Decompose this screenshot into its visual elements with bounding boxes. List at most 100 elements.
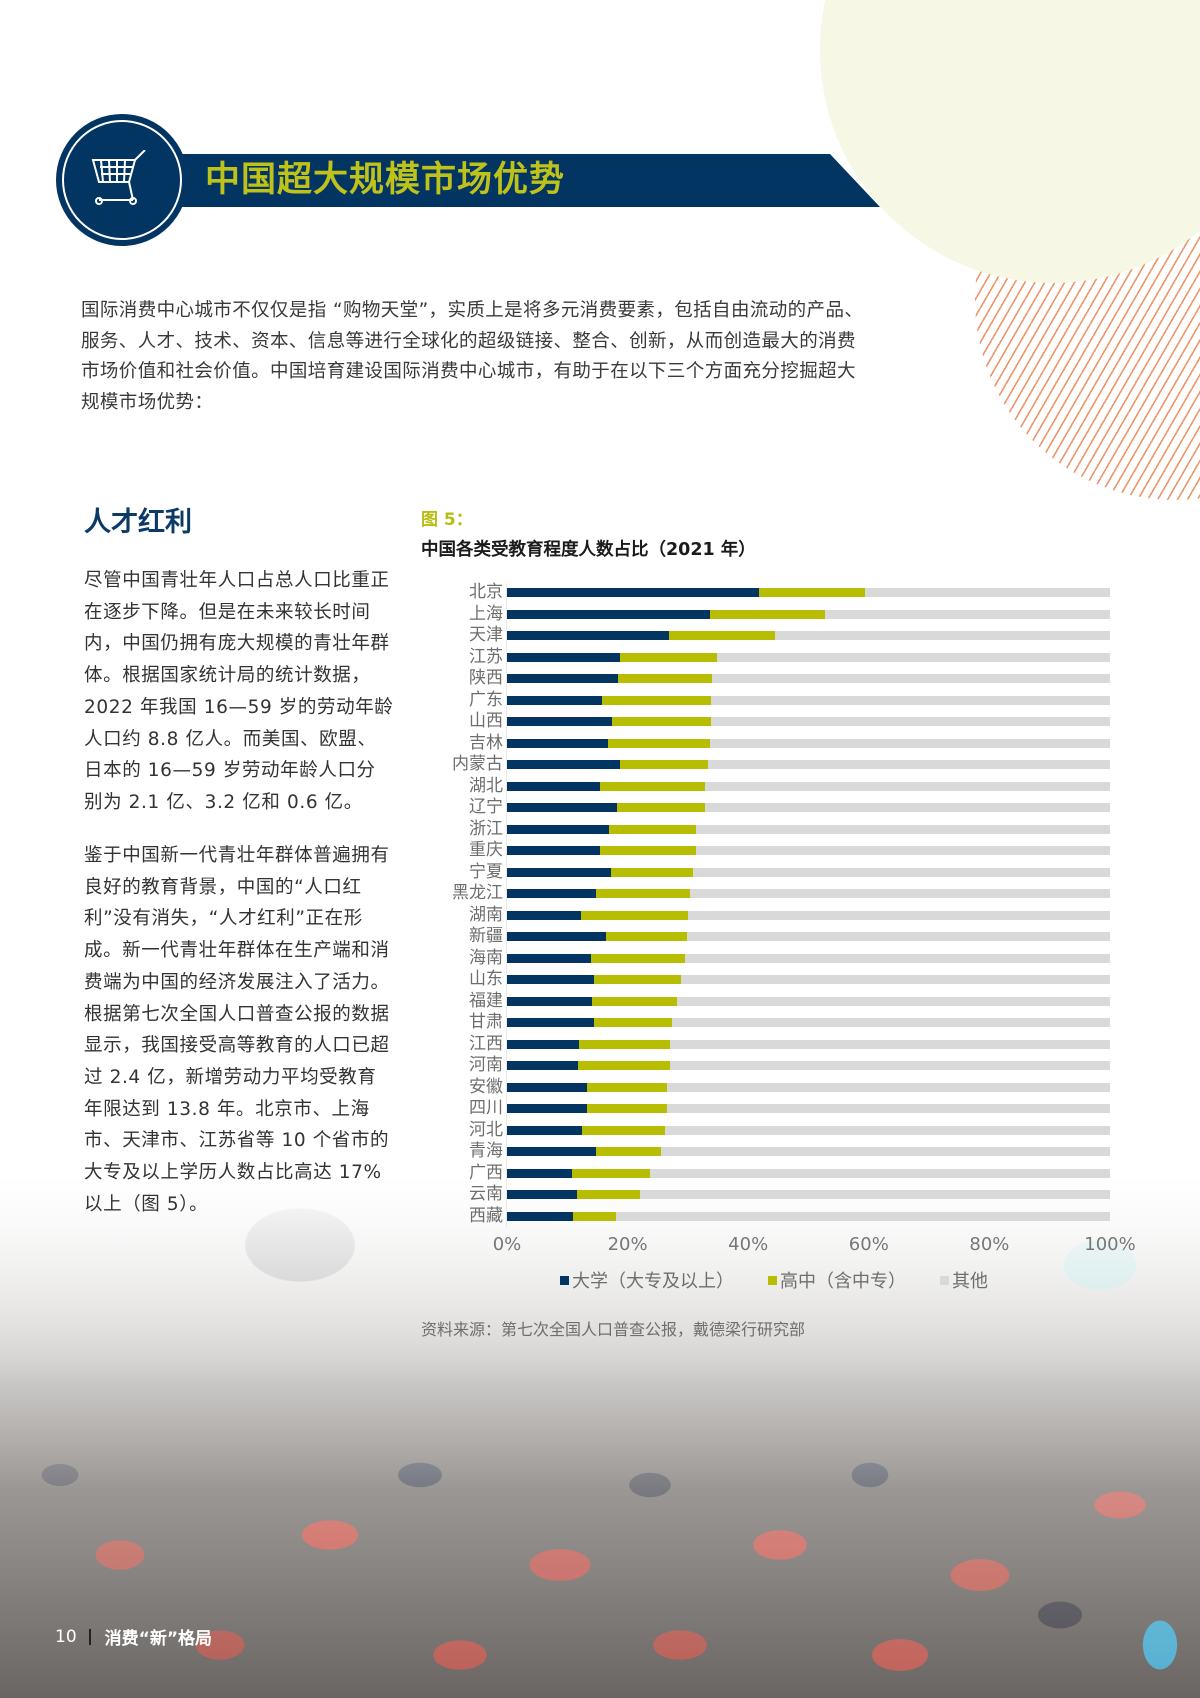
bar-segment-highschool [593, 975, 681, 984]
bar-segment-highschool [594, 1018, 673, 1027]
page-number: 10 [55, 1626, 77, 1647]
bar-segment-highschool [606, 932, 687, 941]
bar-track-other [507, 824, 1110, 834]
province-label: 重庆 [469, 840, 503, 860]
chart-row: 江西 [415, 1033, 1115, 1057]
bar-track-other [507, 803, 1110, 812]
bar-segment-university [507, 1125, 582, 1135]
page-title: 中国超大规模市场优势 [205, 160, 566, 200]
bar-segment-university [507, 932, 607, 941]
legend-label: 高中（含中专） [780, 1271, 906, 1292]
bar-segment-university [507, 824, 609, 834]
bar-segment-highschool [611, 717, 712, 726]
bar-segment-university [507, 1018, 595, 1027]
province-label: 新疆 [469, 926, 503, 946]
cart-badge [56, 114, 188, 246]
bar-track-other [507, 1190, 1110, 1199]
bar-track-other [507, 588, 1110, 597]
bar-segment-highschool [619, 652, 718, 662]
chart-row: 山西 [415, 711, 1115, 734]
bar-track-other [507, 846, 1110, 855]
ribbon-cutout-circle [820, 0, 1200, 283]
bar-segment-university [507, 1039, 579, 1049]
bar-track-other [507, 738, 1110, 748]
legend-swatch-green [768, 1275, 777, 1285]
province-label: 甘肃 [469, 1012, 503, 1032]
chart-row: 河南 [415, 1055, 1115, 1078]
bar-segment-university [507, 1104, 588, 1113]
chart-row: 天津 [415, 625, 1115, 648]
photo-fade-overlay [0, 1175, 1200, 1698]
x-tick-label: 60% [848, 1234, 889, 1255]
section-heading: 人才红利 [84, 507, 192, 538]
province-label: 广西 [469, 1162, 503, 1183]
shopping-cart-icon [91, 150, 146, 205]
bar-segment-highschool [608, 824, 697, 834]
bar-segment-university [507, 975, 594, 984]
y-axis-line [506, 583, 507, 1228]
province-label: 江西 [469, 1033, 503, 1054]
chart-row: 海南 [415, 948, 1115, 971]
bar-track-other [507, 781, 1110, 791]
body-paragraph-1: 尽管中国青壮年人口占总人口比重正在逐步下降。但是在未来较长时间内，中国仍拥有庞大… [84, 570, 394, 813]
bar-segment-highschool [669, 631, 776, 640]
bar-track-other [507, 932, 1110, 941]
bar-track-other [507, 910, 1110, 920]
bar-segment-highschool [590, 953, 685, 963]
province-label: 云南 [469, 1184, 503, 1204]
chart-row: 广东 [415, 690, 1115, 713]
x-tick-label: 100% [1084, 1234, 1136, 1255]
bar-segment-highschool [600, 781, 706, 791]
bar-track-other [507, 1104, 1110, 1113]
x-tick-label: 20% [607, 1234, 648, 1255]
chart-row: 安徽 [415, 1077, 1115, 1100]
bar-segment-highschool [592, 996, 678, 1006]
bar-track-other [507, 953, 1110, 963]
bar-segment-highschool [619, 760, 709, 769]
province-label: 山东 [469, 969, 503, 989]
x-tick-label: 40% [728, 1234, 769, 1255]
chart-row: 上海 [415, 604, 1115, 627]
chart-row: 吉林 [415, 732, 1115, 756]
chart-row: 四川 [415, 1098, 1115, 1121]
province-label: 青海 [469, 1141, 503, 1161]
bar-segment-university [507, 867, 611, 877]
bar-segment-university [507, 953, 591, 963]
bar-segment-highschool [581, 1125, 665, 1135]
stacked-bar-chart: 北京 上海 天津 江苏 陕西 广东 山西 吉林 内蒙古 湖北 辽宁 浙江 重庆 宁夏 黑龙江 湖南 新疆 海南 山东… [415, 582, 1115, 1228]
bar-segment-university [507, 674, 618, 683]
bar-segment-university [507, 803, 617, 812]
x-tick-label: 0% [492, 1234, 522, 1255]
bar-segment-highschool [596, 889, 690, 898]
province-label: 四川 [469, 1098, 503, 1118]
footer-separator [88, 1628, 91, 1645]
bar-segment-university [507, 1147, 597, 1156]
bar-segment-highschool [607, 738, 711, 748]
province-label: 吉林 [469, 732, 503, 753]
legend-label: 大学（大专及以上） [572, 1271, 734, 1292]
bar-segment-university [507, 1190, 577, 1199]
bar-segment-highschool [710, 609, 825, 619]
province-label: 浙江 [469, 818, 503, 839]
legend-swatch-gray [940, 1275, 949, 1285]
bar-track-other [507, 1125, 1110, 1135]
bar-segment-university [507, 609, 711, 619]
bar-track-other [507, 867, 1110, 877]
figure-title: 中国各类受教育程度人数占比（2021 年） [421, 540, 756, 560]
chart-row: 福建 [415, 991, 1115, 1014]
bar-segment-university [507, 910, 581, 920]
chart-row: 西藏 [415, 1205, 1115, 1229]
bar-segment-highschool [610, 867, 693, 877]
page-footer: 10 消费“新”格局 [55, 1624, 212, 1650]
chart-row: 湖南 [415, 905, 1115, 928]
province-label: 西藏 [469, 1205, 503, 1226]
bar-segment-highschool [587, 1104, 668, 1113]
bar-segment-highschool [587, 1082, 668, 1092]
province-label: 河北 [469, 1119, 503, 1140]
bar-segment-highschool [576, 1190, 640, 1199]
bar-segment-university [507, 1211, 574, 1221]
intro-paragraph: 国际消费中心城市不仅仅是指 “购物天堂”，实质上是将多元消费要素，包括自由流动的… [81, 300, 864, 413]
title-ribbon [150, 154, 880, 207]
bar-segment-university [507, 1061, 578, 1070]
bar-segment-highschool [596, 1147, 662, 1156]
